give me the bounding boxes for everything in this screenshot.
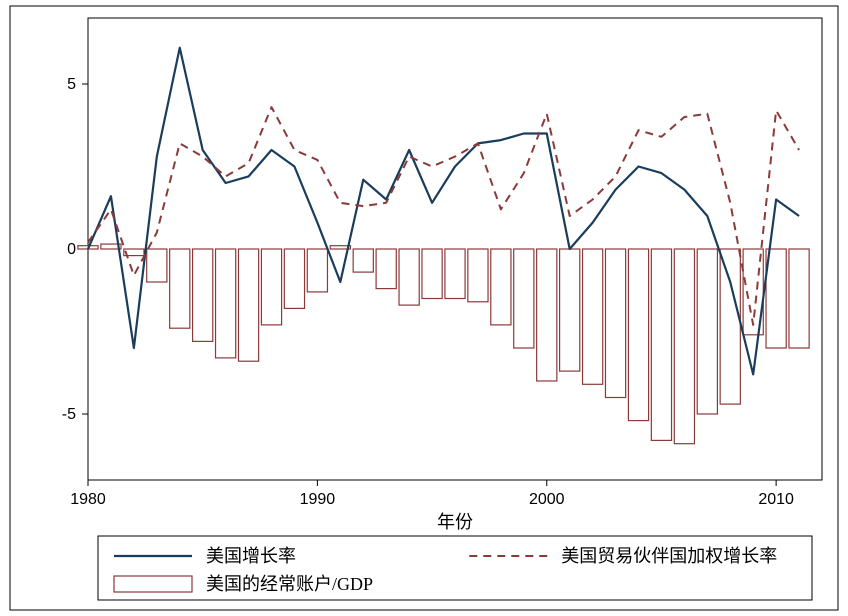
bar <box>170 249 190 328</box>
bar <box>697 249 717 414</box>
bar <box>261 249 281 325</box>
bar <box>628 249 648 421</box>
x-tick-label: 2000 <box>529 491 565 508</box>
bar <box>583 249 603 384</box>
bar <box>216 249 236 358</box>
bar <box>766 249 786 348</box>
legend-bars-label: 美国的经常账户/GDP <box>206 574 373 594</box>
legend-us-label: 美国增长率 <box>206 546 296 566</box>
legend-bars-sample <box>114 576 192 592</box>
x-tick-label: 1980 <box>70 491 106 508</box>
x-tick-label: 1990 <box>300 491 336 508</box>
bar <box>238 249 258 361</box>
bar <box>720 249 740 404</box>
bar <box>605 249 625 398</box>
bar <box>376 249 396 289</box>
y-tick-label: 0 <box>67 241 76 258</box>
bar <box>674 249 694 444</box>
bar <box>307 249 327 292</box>
bar <box>514 249 534 348</box>
legend-partners-label: 美国贸易伙伴国加权增长率 <box>561 546 777 566</box>
y-tick-label: 5 <box>67 76 76 93</box>
bar <box>399 249 419 305</box>
bar <box>445 249 465 299</box>
bar <box>789 249 809 348</box>
bar <box>422 249 442 299</box>
bar <box>491 249 511 325</box>
bar <box>147 249 167 282</box>
bar <box>193 249 213 341</box>
bar <box>651 249 671 440</box>
bar <box>537 249 557 381</box>
x-axis-title: 年份 <box>437 512 473 532</box>
bar <box>353 249 373 272</box>
chart-svg: -5 0 5 1980 1990 2000 2010 年份美国增长率 美国贸易伙伴国加权增长率美… <box>0 0 848 616</box>
y-tick-label: -5 <box>62 406 76 423</box>
bar <box>560 249 580 371</box>
bar <box>284 249 304 308</box>
bar <box>468 249 488 302</box>
x-tick-label: 2010 <box>758 491 794 508</box>
chart-container: -5 0 5 1980 1990 2000 2010 年份美国增长率 美国贸易伙伴国加权增长率美… <box>0 0 848 616</box>
